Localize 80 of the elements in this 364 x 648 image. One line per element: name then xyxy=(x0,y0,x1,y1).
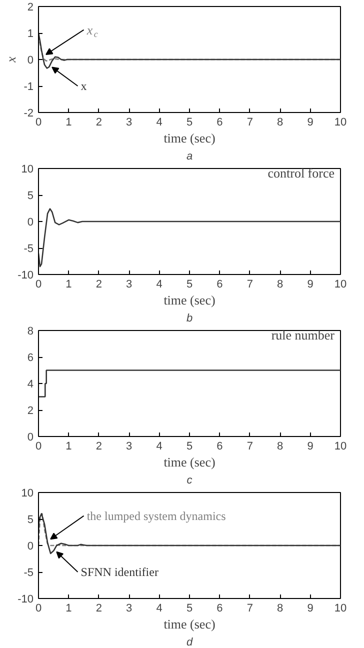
line-series xyxy=(38,208,340,268)
annotation: rule number xyxy=(271,328,336,342)
y-tick-label: 0 xyxy=(27,216,34,228)
x-tick-label: 3 xyxy=(126,116,132,128)
x-tick-label: 1 xyxy=(66,116,72,128)
x-tick-label: 4 xyxy=(156,116,162,128)
annotation: control force xyxy=(268,166,335,180)
x-tick-label: 6 xyxy=(216,278,223,290)
y-tick-label: 2 xyxy=(27,2,34,14)
x-axis-title: time (sec) xyxy=(164,292,216,308)
text: c xyxy=(186,474,193,486)
x-tick-label: 9 xyxy=(307,602,314,614)
x-tick-label: 0 xyxy=(35,602,42,614)
x-tick-label: 8 xyxy=(277,602,284,614)
x-tick-label: 10 xyxy=(334,278,347,290)
x-tick-label: 2 xyxy=(96,116,102,128)
y-tick-label: 8 xyxy=(27,326,34,338)
y-tick-label: 2 xyxy=(27,405,34,417)
x-axis-title: time (sec) xyxy=(164,130,216,146)
y-tick-label: 0 xyxy=(27,540,34,552)
y-tick-label: 0 xyxy=(27,54,34,66)
x-tick-label: 2 xyxy=(96,278,102,290)
line-series xyxy=(38,513,340,554)
x-tick-label: 9 xyxy=(307,440,314,452)
x-tick-label: 9 xyxy=(307,116,314,128)
x-tick-label: 8 xyxy=(277,116,284,128)
x-tick-label: 7 xyxy=(246,278,253,290)
x-tick-label: 0 xyxy=(35,440,42,452)
x-tick-label: 1 xyxy=(66,602,72,614)
y-tick-label: -10 xyxy=(18,270,34,282)
text: a xyxy=(186,150,193,162)
x-tick-label: 2 xyxy=(96,602,102,614)
x-tick-label: 6 xyxy=(216,116,223,128)
x-tick-label: 0 xyxy=(35,278,42,290)
series-label: SFNN identifier xyxy=(80,565,158,579)
x-tick-label: 10 xyxy=(334,602,347,614)
x-tick-label: 7 xyxy=(246,602,253,614)
series-label: the lumped system dynamics xyxy=(86,508,226,523)
x-tick-label: 4 xyxy=(156,278,162,290)
y-tick-label: 0 xyxy=(27,432,34,444)
y-tick-label: 5 xyxy=(27,514,34,526)
text: d xyxy=(186,636,194,648)
x-axis-title: time (sec) xyxy=(164,454,216,470)
x-tick-label: 4 xyxy=(156,440,162,452)
y-tick-label: 10 xyxy=(21,164,34,176)
y-tick-label: -1 xyxy=(24,81,34,93)
x-tick-label: 10 xyxy=(334,116,347,128)
y-tick-label: 6 xyxy=(27,352,34,364)
y-tick-label: -5 xyxy=(24,243,34,255)
x-tick-label: 5 xyxy=(186,116,193,128)
y-tick-label: 5 xyxy=(27,190,34,202)
x-tick-label: 1 xyxy=(66,278,72,290)
x-tick-label: 5 xyxy=(186,602,193,614)
x-tick-label: 0 xyxy=(35,116,42,128)
x-tick-label: 3 xyxy=(126,602,132,614)
y-tick-label: -5 xyxy=(24,567,34,579)
x-tick-label: 1 xyxy=(66,440,72,452)
x-tick-label: 9 xyxy=(307,278,314,290)
x-tick-label: 3 xyxy=(126,278,132,290)
x-tick-label: 7 xyxy=(246,116,253,128)
x-tick-label: 8 xyxy=(277,440,284,452)
x-tick-label: 5 xyxy=(186,440,193,452)
y-tick-label: 4 xyxy=(27,378,34,390)
x-tick-label: 7 xyxy=(246,440,253,452)
x-tick-label: 6 xyxy=(216,440,223,452)
x-tick-label: 8 xyxy=(277,278,284,290)
y-tick-label: -10 xyxy=(18,594,34,606)
x-tick-label: 10 xyxy=(334,440,347,452)
y-tick-label: -2 xyxy=(24,108,34,120)
y-tick-label: 10 xyxy=(21,488,34,500)
x-tick-label: 2 xyxy=(96,440,102,452)
x-tick-label: 6 xyxy=(216,602,223,614)
y-axis-title: x xyxy=(4,56,19,64)
x-tick-label: 3 xyxy=(126,440,132,452)
x-tick-label: 4 xyxy=(156,602,162,614)
y-tick-label: 1 xyxy=(27,28,34,40)
text: b xyxy=(186,312,193,324)
x-tick-label: 5 xyxy=(186,278,193,290)
x-axis-title: time (sec) xyxy=(164,616,216,632)
series-label: x xyxy=(80,79,87,93)
